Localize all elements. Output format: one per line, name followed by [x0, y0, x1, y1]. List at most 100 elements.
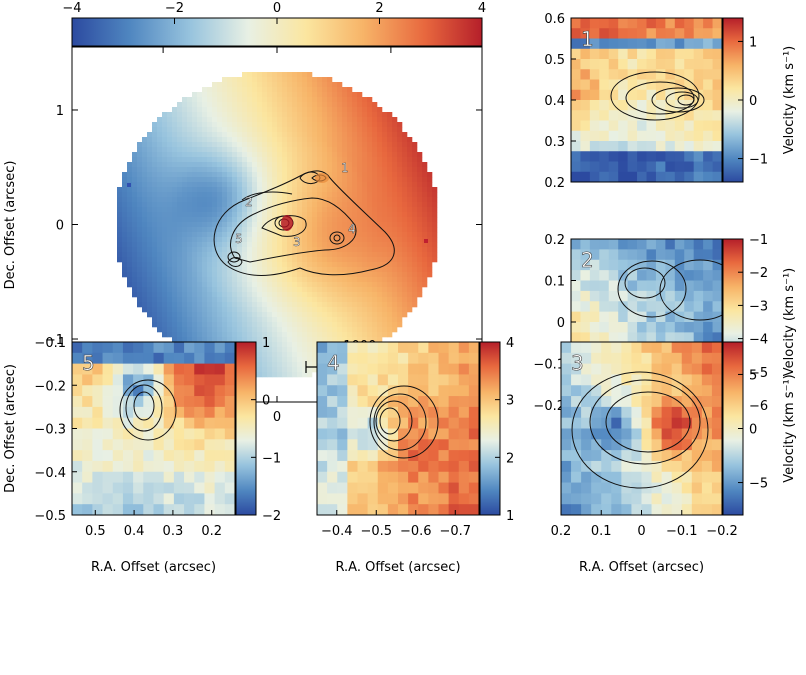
main-map-cell — [157, 122, 163, 128]
main-map-cell — [182, 142, 188, 148]
main-map-cell — [352, 257, 358, 263]
panel-1-cell — [627, 59, 638, 70]
panel-3-cell — [621, 439, 632, 451]
main-map-cell — [157, 227, 163, 233]
main-map-cell — [377, 107, 383, 113]
main-map-cell — [217, 222, 223, 228]
main-map-cell — [337, 117, 343, 123]
main-map-cell — [242, 287, 248, 293]
main-map-cell — [312, 352, 318, 358]
main-map-cell — [187, 217, 193, 223]
main-map-cell — [307, 122, 313, 128]
panel-4-cell — [387, 374, 399, 386]
main-map-cell — [157, 132, 163, 138]
panel-3-cell — [601, 396, 612, 408]
main-map-cell — [307, 182, 313, 188]
main-map-cell — [147, 297, 153, 303]
main-map-cell — [132, 257, 138, 263]
main-map-cell — [167, 327, 173, 333]
main-map-cell — [382, 182, 388, 188]
main-map-cell — [317, 337, 323, 343]
main-map-cell — [202, 92, 208, 98]
main-map-cell — [302, 257, 308, 263]
panel-3-cell — [591, 450, 602, 462]
panel-5-cell — [143, 417, 154, 429]
main-map-cell — [342, 247, 348, 253]
main-map-cell — [317, 222, 323, 228]
main-map-cell — [372, 192, 378, 198]
main-map-cell — [317, 297, 323, 303]
panel-3-cell — [631, 460, 642, 473]
main-map-cell — [277, 87, 283, 93]
main-map-cell — [227, 117, 233, 123]
main-map-cell — [177, 282, 183, 288]
panel-1-cell — [571, 161, 581, 173]
main-map-cell — [322, 287, 328, 293]
panel-5-cell — [82, 493, 93, 505]
main-map-cell — [287, 367, 293, 373]
main-map-cell — [172, 302, 178, 308]
main-map-cell — [162, 207, 168, 213]
main-map-cell — [327, 227, 333, 233]
main-map-cell — [267, 107, 273, 113]
main-map-cell — [147, 272, 153, 278]
panel-1-cell — [571, 38, 581, 50]
main-map-cell — [207, 327, 213, 333]
main-map-cell — [257, 237, 263, 243]
main-map-cell — [222, 272, 228, 278]
main-map-cell — [392, 327, 398, 333]
main-map-cell — [412, 167, 418, 173]
panel-4-cell — [367, 352, 379, 365]
panel-4-cell — [317, 428, 328, 440]
main-map-cell — [417, 182, 423, 188]
main-map-cell — [162, 132, 168, 138]
main-map-cell — [307, 302, 313, 308]
main-map-cell — [207, 137, 213, 143]
main-map-cell — [292, 227, 298, 233]
main-map-cell — [267, 317, 273, 323]
main-map-cell — [357, 252, 363, 258]
main-map-cell — [162, 312, 168, 318]
main-map-cell — [302, 157, 308, 163]
main-map-cell — [367, 147, 373, 153]
panel-3-cell — [671, 342, 683, 354]
panel-5-cell — [133, 342, 144, 354]
panel-1-cell — [684, 120, 695, 132]
main-map-cell — [257, 352, 263, 358]
panel-3-cell — [571, 428, 582, 440]
main-map-cell — [272, 352, 278, 358]
main-map-cell — [302, 127, 308, 133]
panel-3-cell — [671, 460, 683, 473]
main-map-cell — [282, 207, 288, 213]
main-map-cell — [397, 197, 403, 203]
panel-4-cell — [357, 352, 369, 365]
main-map-cell — [382, 267, 388, 273]
main-map-cell — [252, 137, 258, 143]
panel-5-cell — [204, 374, 216, 386]
main-map-cell — [302, 222, 308, 228]
main-map-cell — [292, 262, 298, 268]
main-map-cell — [122, 217, 128, 223]
main-map-cell — [202, 272, 208, 278]
main-map-cell — [327, 167, 333, 173]
main-map-cell — [197, 317, 203, 323]
panel-3-xtick-label: −0.2 — [706, 524, 738, 539]
main-map-cell — [252, 72, 258, 78]
main-map-cell — [137, 257, 143, 263]
main-map-cell — [262, 322, 268, 328]
panel-3-cell — [681, 471, 693, 483]
panel-5-cell — [112, 363, 124, 375]
main-map-cell — [147, 132, 153, 138]
main-map-cell — [307, 77, 313, 83]
panel-2-cbar-tick-label: −1 — [749, 233, 768, 248]
main-map-cell — [317, 107, 323, 113]
panel-3-cell — [581, 428, 592, 440]
main-map-cell — [202, 172, 208, 178]
main-map-cell — [157, 262, 163, 268]
main-map-cell — [242, 327, 248, 333]
panel-3-cell — [591, 406, 602, 419]
panel-3-cell — [631, 504, 642, 516]
main-map-cell — [292, 92, 298, 98]
main-map-cell — [387, 187, 393, 193]
